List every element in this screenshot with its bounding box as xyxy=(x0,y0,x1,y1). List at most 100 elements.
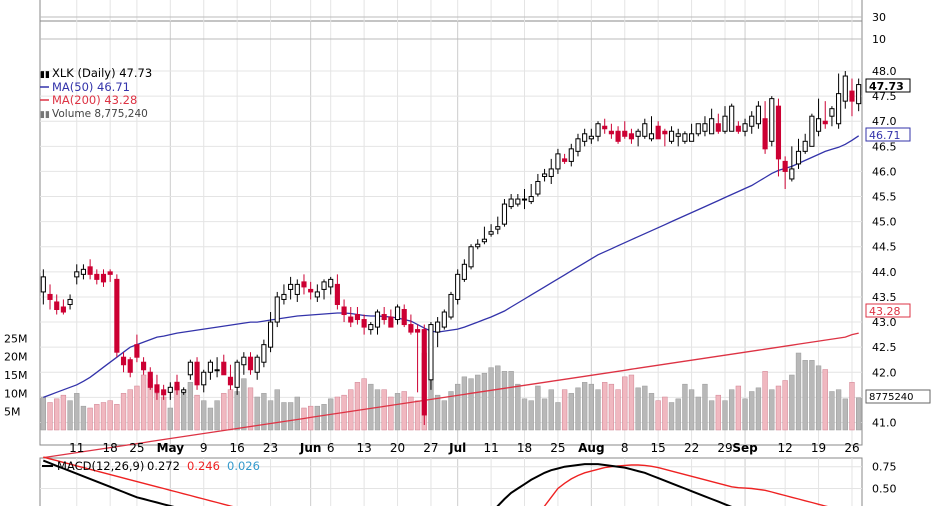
candle-body xyxy=(87,266,93,275)
volume-bar xyxy=(201,400,207,431)
candle-body xyxy=(795,150,802,165)
volume-bar xyxy=(755,387,762,431)
volume-bar xyxy=(167,407,173,431)
candle-body xyxy=(655,125,661,140)
x-tick-label: 16 xyxy=(230,441,245,455)
volume-bar xyxy=(194,394,200,431)
volume-bar xyxy=(221,393,227,431)
legend-volume: Volume 8,775,240 xyxy=(52,108,148,120)
volume-bar xyxy=(615,389,621,431)
candle-body xyxy=(348,316,354,323)
candle-body xyxy=(60,306,66,313)
candle-body xyxy=(715,123,721,132)
volume-bar xyxy=(408,396,414,431)
price-y-tick-label: 44.0 xyxy=(872,266,897,279)
x-tick-label: Jun xyxy=(299,441,322,455)
price-y-tick-label: 45.0 xyxy=(872,216,897,229)
candle-body xyxy=(67,298,73,305)
volume-bar xyxy=(735,385,742,431)
volume-bar xyxy=(662,396,668,431)
candle-body xyxy=(174,381,180,391)
volume-bar xyxy=(815,365,822,431)
ma50-box xyxy=(865,127,911,142)
volume-bar xyxy=(80,405,87,431)
candle-body xyxy=(100,273,107,283)
x-tick-label: 8 xyxy=(621,441,629,455)
volume-y-tick-label: 15M xyxy=(4,369,28,382)
x-tick-label: 13 xyxy=(356,441,371,455)
candle-body xyxy=(394,306,401,321)
volume-bar xyxy=(548,389,554,431)
candle-body xyxy=(314,291,320,298)
x-tick-label: 26 xyxy=(844,441,859,455)
volume-bar xyxy=(361,378,367,431)
candle-body xyxy=(448,293,454,318)
candle-body xyxy=(47,293,53,300)
candle-body xyxy=(141,361,147,371)
volume-bar xyxy=(688,389,695,431)
candle-body xyxy=(388,316,394,328)
candle-body xyxy=(321,281,327,290)
candlestick-layer xyxy=(40,71,862,425)
price-y-tick-label: 47.0 xyxy=(872,115,897,128)
volume-bar xyxy=(702,383,708,431)
candle-body xyxy=(54,301,60,311)
candle-body xyxy=(662,130,668,135)
candle-body xyxy=(689,133,695,142)
candle-body xyxy=(675,133,681,137)
candle-body xyxy=(354,314,361,321)
x-tick-label: 11 xyxy=(483,441,498,455)
candle-body xyxy=(849,90,855,102)
volume-bar xyxy=(782,380,788,431)
legend-ohlc-marker: ▮▮ xyxy=(40,70,50,80)
candle-body xyxy=(755,105,761,125)
volume-bar xyxy=(381,389,387,431)
candle-body xyxy=(515,198,521,205)
volume-bar xyxy=(187,382,194,431)
volume-y-tick-label: 20M xyxy=(4,351,28,364)
candle-body xyxy=(789,168,795,180)
volume-bar xyxy=(842,398,848,431)
candle-body xyxy=(548,168,554,177)
price-y-tick-label: 47.5 xyxy=(872,90,897,103)
volume-bar xyxy=(354,382,361,431)
candle-body xyxy=(421,329,427,416)
volume-bar xyxy=(648,393,655,431)
volume-bar xyxy=(94,404,100,431)
candle-body xyxy=(722,115,728,132)
volume-bar xyxy=(575,387,581,431)
volume-bar xyxy=(602,382,608,431)
candle-body xyxy=(595,123,601,137)
candle-body xyxy=(294,283,300,295)
candle-body xyxy=(361,319,367,328)
volume-bar xyxy=(722,400,728,431)
candle-body xyxy=(234,361,240,388)
x-tick-label: 23 xyxy=(263,441,278,455)
candle-body xyxy=(769,98,775,142)
volume-bar xyxy=(515,383,521,431)
rsi-y-tick-label: 30 xyxy=(872,11,886,24)
candle-body xyxy=(428,324,434,381)
volume-bar xyxy=(294,396,300,431)
candle-body xyxy=(588,135,594,140)
volume-bar xyxy=(682,383,688,431)
volume-bar xyxy=(488,367,494,431)
volume-bar xyxy=(207,407,214,431)
macd-histogram-value: 0.026 xyxy=(227,459,260,473)
x-tick-label: 22 xyxy=(684,441,699,455)
candle-body xyxy=(535,180,541,195)
candle-body xyxy=(729,105,735,132)
volume-bar xyxy=(100,402,107,431)
ma50-line xyxy=(43,135,860,399)
macd-panel-frame xyxy=(39,457,863,510)
volume-bar xyxy=(802,360,808,431)
x-tick-label: 20 xyxy=(390,441,405,455)
volume-bar xyxy=(321,404,327,431)
macd-signal-line xyxy=(43,456,844,510)
volume-bar xyxy=(160,396,167,431)
ma200-box xyxy=(865,303,911,318)
volume-bar xyxy=(227,389,234,431)
candle-body xyxy=(735,125,741,132)
x-tick-label: 12 xyxy=(778,441,793,455)
volume-bar xyxy=(675,398,681,431)
